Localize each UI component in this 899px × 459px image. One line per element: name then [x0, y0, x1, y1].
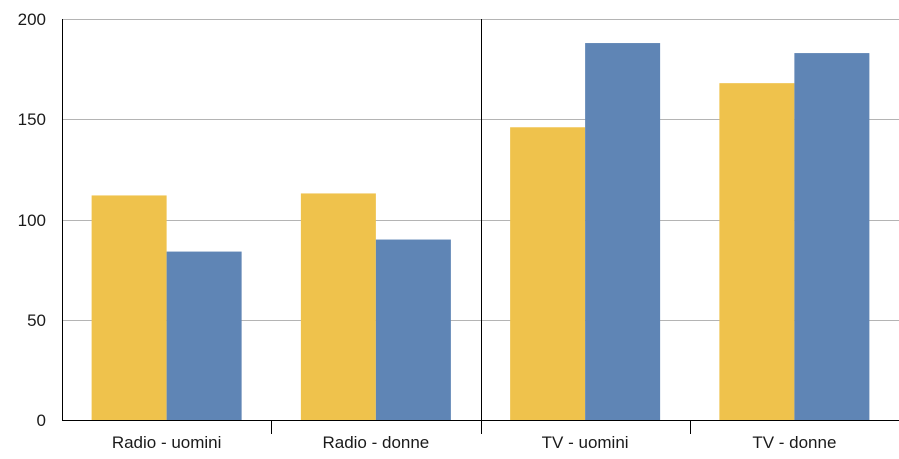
x-tick-label-1: Radio - donne	[322, 433, 429, 452]
bar-1-series-1	[375, 239, 451, 420]
x-tick-label-3: TV - donne	[752, 433, 836, 452]
bars-layer	[91, 43, 870, 421]
y-tick-label-150: 150	[18, 110, 46, 129]
y-tick-label-0: 0	[37, 411, 46, 430]
bar-1-series-0	[300, 193, 376, 420]
y-tick-label-200: 200	[18, 10, 46, 29]
bar-0-series-1	[166, 251, 242, 420]
bar-2-series-0	[510, 127, 586, 421]
x-tick-label-2: TV - uomini	[542, 433, 629, 452]
bar-2-series-1	[585, 43, 661, 421]
bar-0-series-0	[91, 195, 167, 420]
bar-3-series-0	[719, 83, 795, 420]
axis-layer	[62, 19, 899, 434]
x-tick-label-0: Radio - uomini	[112, 433, 222, 452]
label-layer: 0 50 100 150 200 Radio - uomini Radio - donne T…	[18, 10, 837, 452]
y-tick-label-50: 50	[27, 311, 46, 330]
bar-3-series-1	[794, 53, 870, 421]
y-tick-label-100: 100	[18, 211, 46, 230]
